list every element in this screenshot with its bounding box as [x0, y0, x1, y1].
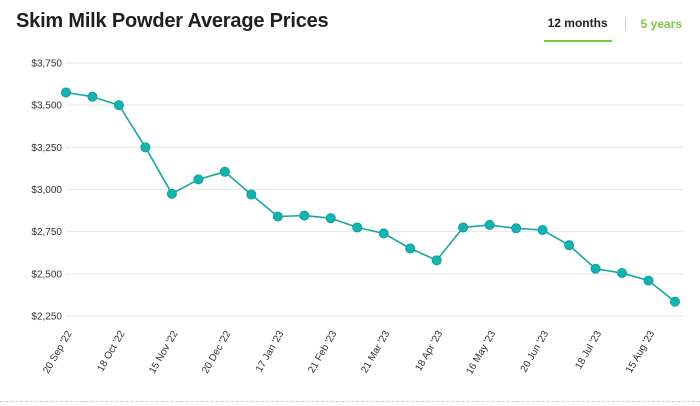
- data-point[interactable]: [590, 263, 601, 274]
- x-tick-label: 20 Dec '22: [200, 329, 233, 376]
- y-tick-label: $2,750: [31, 227, 62, 238]
- data-point[interactable]: [511, 223, 522, 234]
- data-point[interactable]: [564, 240, 575, 251]
- data-point[interactable]: [537, 224, 548, 235]
- data-point[interactable]: [431, 255, 442, 266]
- x-tick-label: 15 Nov '22: [147, 329, 180, 376]
- x-tick-label: 18 Oct '22: [95, 329, 127, 374]
- tab-12-months[interactable]: 12 months: [543, 16, 612, 42]
- x-tick-label: 18 Apr '23: [413, 329, 445, 374]
- data-point[interactable]: [140, 142, 151, 153]
- data-point[interactable]: [325, 213, 336, 224]
- series-line: [65, 91, 676, 303]
- data-point[interactable]: [405, 243, 416, 254]
- y-tick-label: $2,250: [31, 312, 62, 323]
- data-point[interactable]: [113, 100, 124, 111]
- x-tick-label: 21 Mar '23: [359, 329, 392, 376]
- data-point[interactable]: [378, 228, 389, 239]
- x-tick-label: 17 Jan '23: [254, 329, 287, 375]
- data-point[interactable]: [193, 174, 204, 185]
- x-tick-label: 21 Feb '23: [306, 329, 339, 376]
- data-point[interactable]: [643, 275, 654, 286]
- data-point[interactable]: [617, 267, 628, 278]
- range-tabs: 12 months 5 years: [543, 16, 684, 42]
- bottom-divider: [0, 401, 700, 402]
- x-tick-label: 20 Sep '22: [41, 329, 74, 376]
- chart-title: Skim Milk Powder Average Prices: [16, 10, 329, 32]
- x-tick-label: 20 Jun '23: [519, 329, 552, 375]
- y-tick-label: $3,500: [31, 101, 62, 112]
- x-tick-label: 16 May '23: [464, 329, 498, 377]
- data-point[interactable]: [246, 189, 257, 200]
- y-tick-label: $3,000: [31, 185, 62, 196]
- y-tick-label: $2,500: [31, 269, 62, 280]
- y-tick-label: $3,250: [31, 143, 62, 154]
- data-point[interactable]: [458, 222, 469, 233]
- tab-5-years[interactable]: 5 years: [640, 17, 682, 31]
- data-point[interactable]: [87, 91, 98, 102]
- data-point[interactable]: [219, 166, 230, 177]
- data-point[interactable]: [61, 87, 72, 98]
- data-point[interactable]: [484, 219, 495, 230]
- data-point[interactable]: [299, 210, 310, 221]
- tab-divider: [624, 18, 626, 30]
- data-point[interactable]: [272, 211, 283, 222]
- x-tick-label: 15 Aug '23: [624, 329, 657, 376]
- y-tick-label: $3,750: [31, 59, 62, 70]
- data-point[interactable]: [166, 188, 177, 199]
- x-tick-label: 18 Jul '23: [573, 329, 604, 372]
- data-point[interactable]: [670, 296, 681, 307]
- data-point[interactable]: [352, 222, 363, 233]
